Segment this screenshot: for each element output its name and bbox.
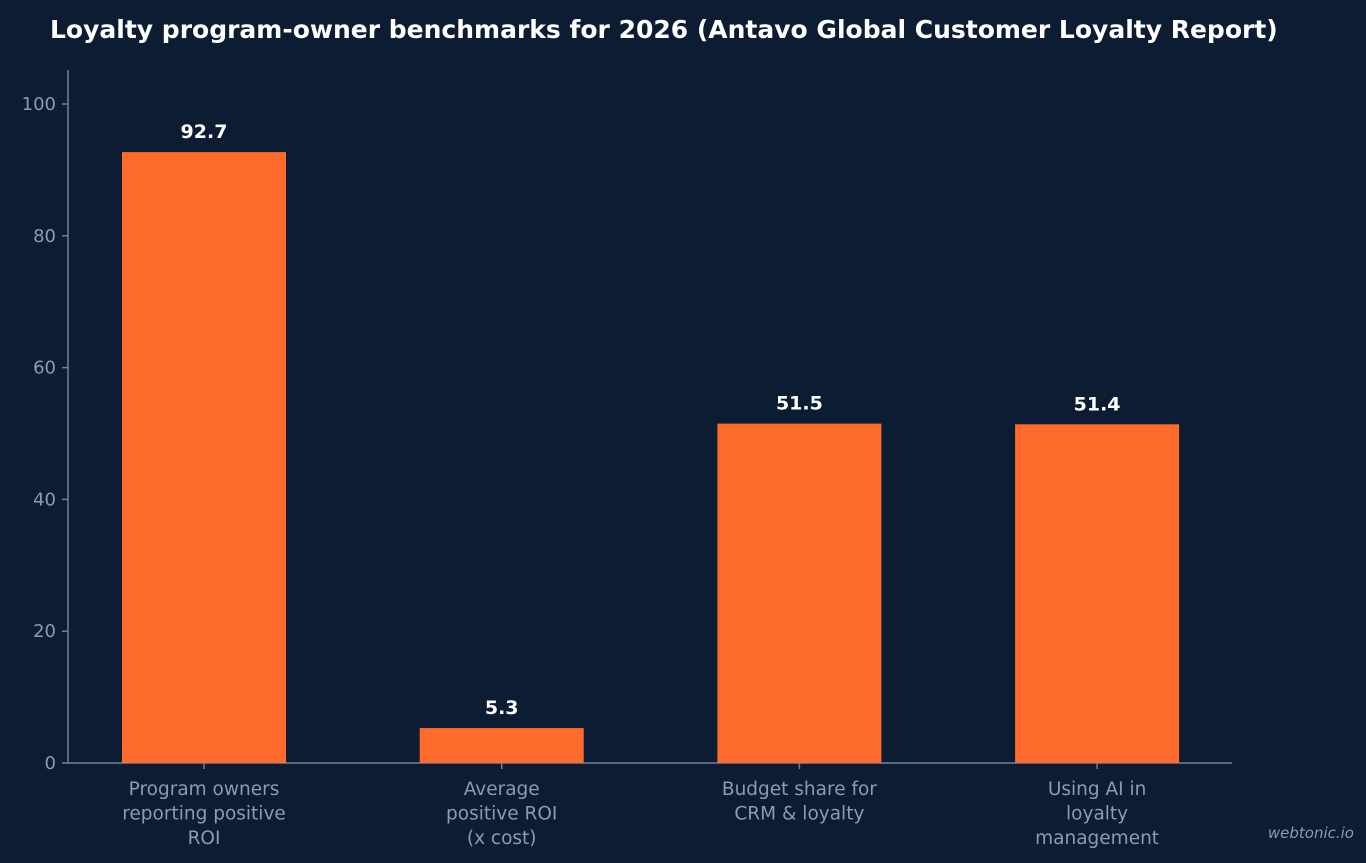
bars-group — [122, 152, 1180, 763]
x-tick-label: Program owners reporting positive ROI — [122, 779, 286, 849]
x-tick-label: Budget share for CRM & loyalty — [722, 779, 877, 825]
y-tick-label: 40 — [33, 489, 56, 510]
y-tick-label: 20 — [33, 621, 56, 642]
value-label: 92.7 — [181, 121, 228, 143]
value-label: 51.4 — [1074, 393, 1121, 415]
chart-title: Loyalty program-owner benchmarks for 202… — [50, 15, 1278, 44]
y-axis: 0 20 40 60 80 100 — [22, 70, 69, 774]
x-axis — [68, 762, 1232, 769]
value-label: 5.3 — [485, 697, 519, 719]
y-tick-label: 100 — [22, 94, 56, 115]
bar — [717, 423, 882, 763]
watermark: webtonic.io — [1267, 824, 1354, 842]
y-tick-label: 60 — [33, 358, 56, 379]
bar — [122, 152, 286, 763]
y-tick-label: 0 — [45, 753, 56, 774]
bar — [1015, 424, 1180, 763]
category-labels-group: Program owners reporting positive ROI Avera… — [122, 779, 1159, 849]
value-label: 51.5 — [776, 393, 823, 415]
x-tick-label: Using AI in loyalty management — [1035, 779, 1159, 849]
x-tick-label: Average positive ROI (x cost) — [446, 779, 557, 849]
value-labels-group: 92.7 5.3 51.5 51.4 — [181, 121, 1121, 719]
y-tick-label: 80 — [33, 226, 56, 247]
bar — [419, 728, 584, 763]
